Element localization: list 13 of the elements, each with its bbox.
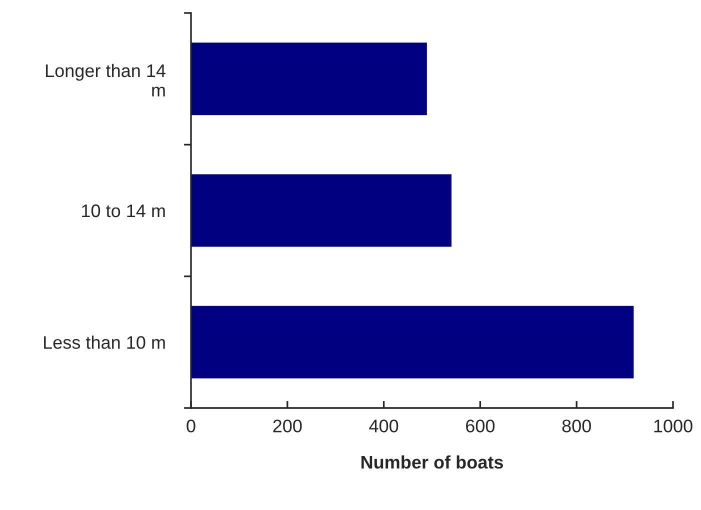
- y-tick-label: Less than 10 m: [44, 336, 165, 349]
- bar: [191, 42, 427, 116]
- x-tick-label: 600: [466, 420, 495, 432]
- x-tick-label: 400: [369, 420, 398, 432]
- bar: [191, 174, 452, 247]
- x-tick-label: 200: [273, 420, 302, 432]
- x-tick-label: 0: [186, 420, 196, 432]
- x-tick-label: 800: [562, 420, 591, 432]
- y-tick-label: Longer than 14 m: [46, 64, 166, 96]
- x-axis-title: Number of boats: [361, 455, 503, 469]
- bar: [191, 306, 634, 378]
- x-tick-label: 1000: [654, 420, 692, 432]
- y-tick-label: 10 to 14 m: [82, 204, 165, 218]
